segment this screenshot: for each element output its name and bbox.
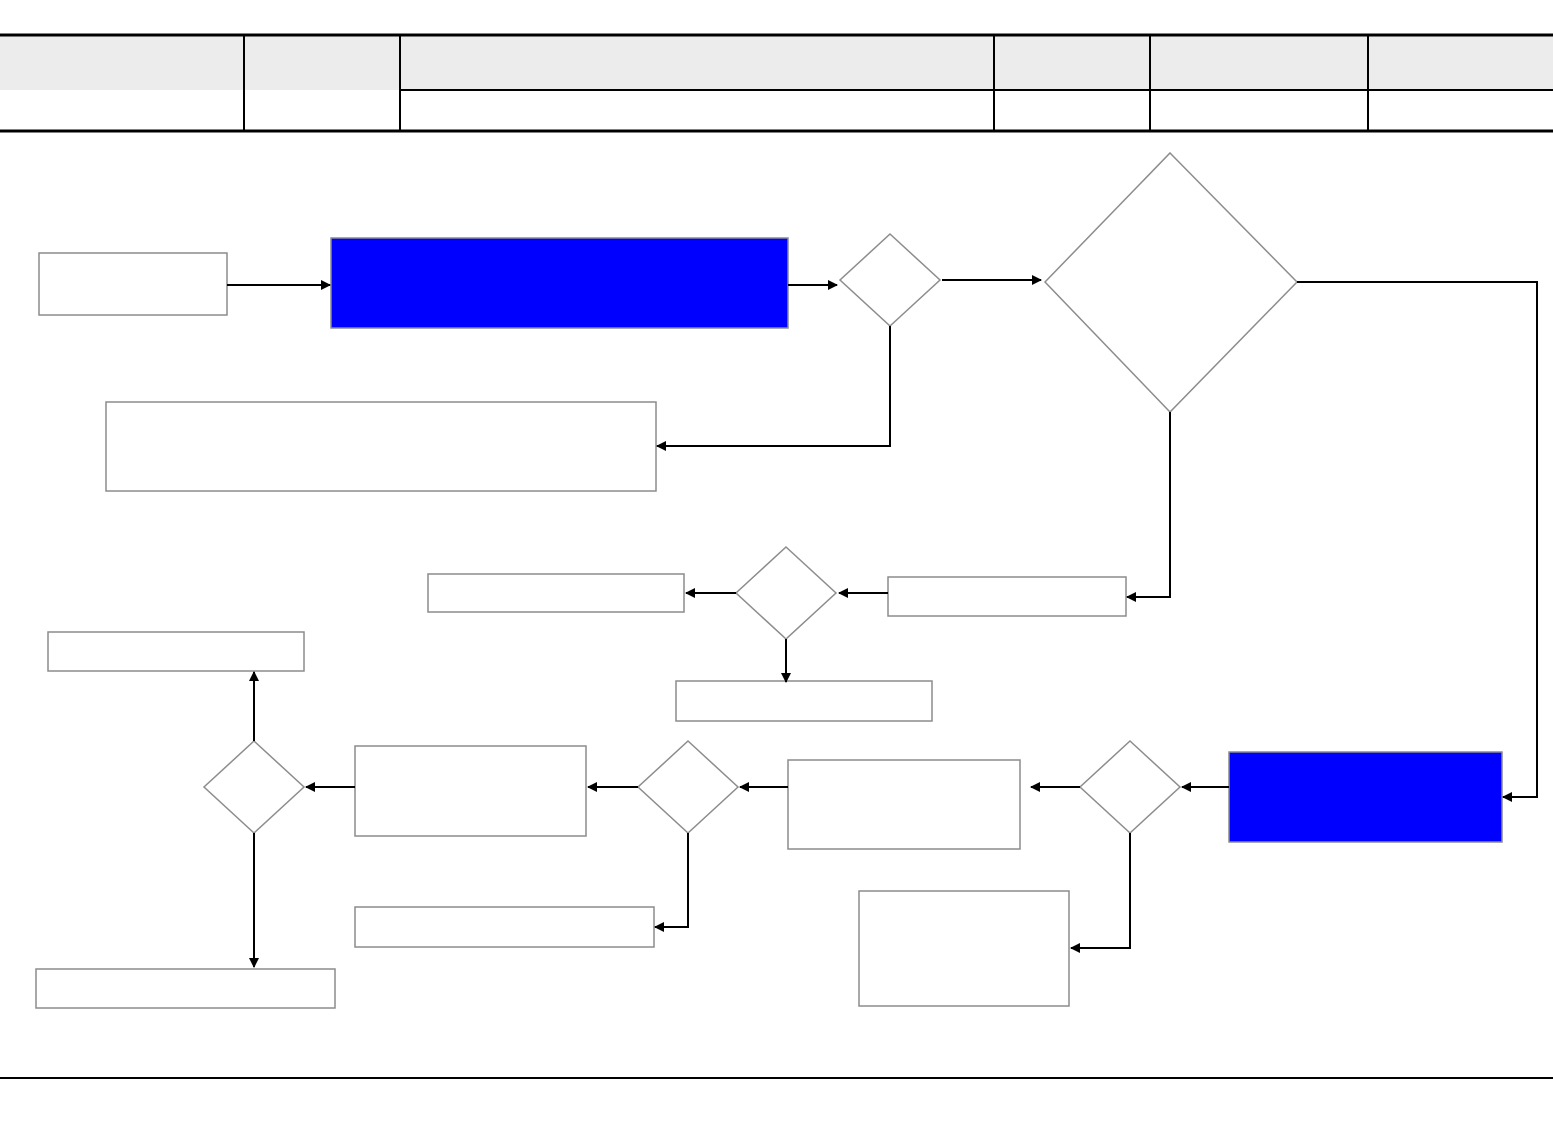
process-box	[354, 906, 655, 948]
highlight-box	[330, 237, 789, 329]
decision	[734, 545, 838, 641]
process-box	[38, 252, 228, 316]
decision	[1043, 151, 1299, 414]
decision	[202, 739, 306, 835]
decision	[838, 232, 942, 328]
header-table	[0, 33, 1553, 133]
process-box	[47, 631, 305, 672]
process-box	[105, 401, 657, 492]
arrow	[654, 833, 689, 932]
process-box	[354, 745, 587, 837]
process-box	[675, 680, 933, 722]
arrow	[1070, 833, 1131, 953]
process-box	[887, 576, 1127, 617]
process-box	[427, 573, 685, 613]
arrow	[1297, 281, 1538, 802]
decision	[1078, 739, 1182, 835]
process-box	[858, 890, 1070, 1007]
header-row	[0, 36, 1553, 90]
arrow	[656, 326, 891, 451]
arrow	[1126, 412, 1171, 602]
process-box	[787, 759, 1021, 850]
highlight-box	[1228, 751, 1503, 843]
process-box	[35, 968, 336, 1009]
decision	[636, 739, 740, 835]
